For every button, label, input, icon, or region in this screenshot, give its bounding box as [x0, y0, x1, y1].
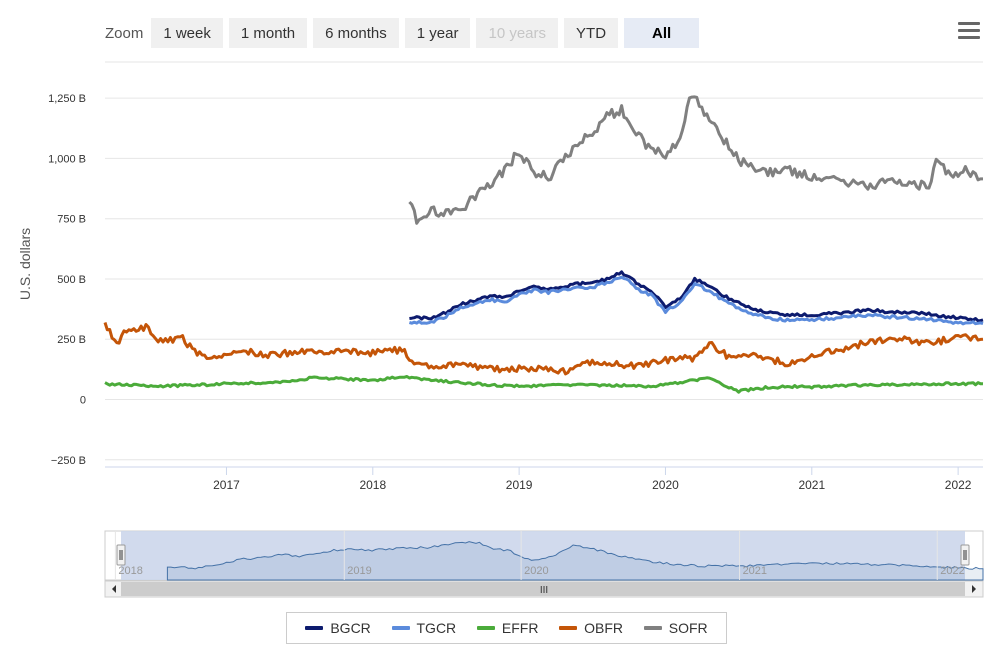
navigator-scrollbar[interactable]: III: [104, 580, 984, 598]
x-tick-label: 2021: [798, 478, 825, 492]
navigator-tick-label: 2020: [524, 565, 548, 577]
legend-label: EFFR: [501, 620, 539, 636]
zoom-button-1-week[interactable]: 1 week: [151, 18, 223, 48]
legend-item-sofr[interactable]: SOFR: [643, 620, 708, 636]
y-tick-label: 500 B: [57, 274, 86, 286]
series-line-tgcr[interactable]: [408, 275, 984, 326]
navigator-series: [166, 541, 984, 581]
y-tick-label: 1,000 B: [48, 153, 86, 165]
legend-label: TGCR: [416, 620, 457, 636]
x-tick-label: 2018: [359, 478, 386, 492]
x-tick-label: 2017: [213, 478, 240, 492]
zoom-button-6-months[interactable]: 6 months: [313, 18, 399, 48]
zoom-bar: Zoom 1 week 1 month 6 months 1 year 10 years…: [105, 18, 705, 48]
scrollbar-grip: III: [540, 585, 548, 596]
legend-label: OBFR: [584, 620, 624, 636]
grid-lines: [105, 61, 983, 468]
legend-item-obfr[interactable]: OBFR: [559, 620, 623, 636]
legend-item-bgcr[interactable]: BGCR: [305, 620, 371, 636]
x-tick-label: 2020: [652, 478, 679, 492]
navigator-handle-left[interactable]: [116, 544, 126, 566]
series-line-bgcr[interactable]: [409, 270, 984, 323]
scrollbar-thumb[interactable]: [121, 582, 965, 596]
zoom-button-10-years: 10 years: [476, 18, 559, 48]
y-tick-label: 0: [80, 395, 86, 407]
series-line-sofr[interactable]: [408, 95, 983, 225]
navigator-tick-label: 2018: [118, 565, 142, 577]
y-tick-label: −250 B: [51, 455, 86, 467]
zoom-button-all[interactable]: All: [624, 18, 700, 48]
legend-swatch: [305, 626, 324, 630]
hamburger-menu-icon[interactable]: [958, 22, 980, 42]
y-axis-label: U.S. dollars: [17, 228, 33, 300]
legend-swatch: [643, 626, 662, 630]
navigator-tick-label: 2019: [347, 565, 371, 577]
zoom-button-ytd[interactable]: YTD: [564, 18, 619, 48]
scroll-left-arrow-icon[interactable]: [112, 585, 116, 593]
navigator[interactable]: 2018 2019 2020 2021 2022 III: [104, 530, 984, 598]
zoom-button-1-month[interactable]: 1 month: [228, 18, 308, 48]
scroll-right-arrow-icon[interactable]: [972, 585, 976, 593]
navigator-tick-label: 2021: [743, 565, 767, 577]
zoom-button-1-year[interactable]: 1 year: [404, 18, 471, 48]
y-tick-label: 250 B: [57, 334, 86, 346]
navigator-handle-right[interactable]: [960, 544, 970, 566]
legend-label: BGCR: [330, 620, 371, 636]
navigator-selection[interactable]: [121, 531, 965, 580]
series-line-effr[interactable]: [104, 375, 984, 394]
navigator-tick-label: 2022: [940, 565, 964, 577]
legend-item-effr[interactable]: EFFR: [476, 620, 539, 636]
legend: BGCR TGCR EFFR OBFR SOFR: [286, 612, 727, 644]
x-tick-label: 2022: [945, 478, 972, 492]
series-line-obfr[interactable]: [103, 322, 984, 376]
legend-swatch: [476, 626, 495, 630]
y-tick-label: 1,250 B: [48, 93, 86, 105]
legend-item-tgcr[interactable]: TGCR: [391, 620, 457, 636]
y-axis-ticks: −250 B 0 250 B 500 B 750 B 1,000 B 1,250 B: [48, 93, 86, 467]
legend-label: SOFR: [668, 620, 708, 636]
series-lines: [103, 95, 984, 394]
x-axis-ticks: 2017 2018 2019 2020 2021 2022: [213, 467, 972, 492]
zoom-label: Zoom: [105, 24, 144, 42]
y-tick-label: 750 B: [57, 214, 86, 226]
legend-swatch: [559, 626, 578, 630]
legend-swatch: [391, 626, 410, 630]
x-tick-label: 2019: [506, 478, 533, 492]
